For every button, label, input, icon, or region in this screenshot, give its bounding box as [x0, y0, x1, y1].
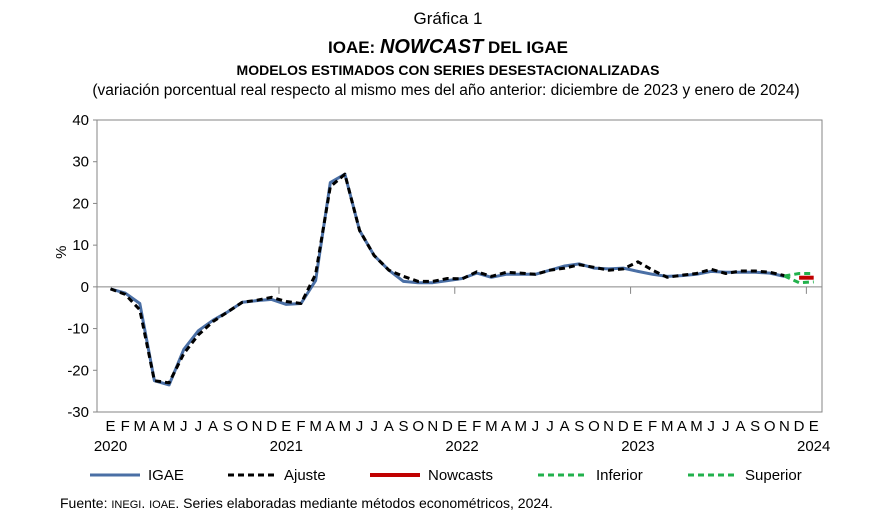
- x-tick-label: J: [532, 418, 540, 435]
- legend-label-igae: IGAE: [148, 467, 184, 484]
- x-tick-label: O: [588, 418, 600, 435]
- x-tick-label: N: [427, 418, 438, 435]
- x-tick-label: A: [384, 418, 394, 435]
- series-line-superior: [784, 272, 814, 278]
- x-tick-label: M: [485, 418, 498, 435]
- source-rest: . Series elaboradas mediante métodos eco…: [175, 495, 553, 511]
- x-tick-label: A: [208, 418, 218, 435]
- y-tick-label: 0: [81, 279, 89, 296]
- x-tick-label: D: [442, 418, 453, 435]
- x-tick-label: E: [809, 418, 819, 435]
- x-tick-label: J: [180, 418, 188, 435]
- legend-label-ajuste: Ajuste: [284, 467, 326, 484]
- x-tick-label: M: [661, 418, 674, 435]
- x-year-label: 2024: [797, 438, 830, 455]
- x-tick-label: M: [134, 418, 147, 435]
- x-tick-label: J: [356, 418, 364, 435]
- x-year-label: 2022: [445, 438, 478, 455]
- x-tick-label: A: [149, 418, 159, 435]
- x-tick-label: M: [163, 418, 176, 435]
- y-tick-label: -30: [67, 404, 89, 421]
- y-tick-label: -20: [67, 362, 89, 379]
- x-tick-label: J: [722, 418, 730, 435]
- x-tick-label: D: [266, 418, 277, 435]
- x-tick-label: A: [677, 418, 687, 435]
- title-nowcast: NOWCAST: [379, 36, 484, 58]
- source-prefix: Fuente:: [60, 495, 112, 511]
- x-tick-label: J: [370, 418, 378, 435]
- x-tick-label: D: [794, 418, 805, 435]
- x-tick-label: A: [560, 418, 570, 435]
- x-year-label: 2020: [94, 438, 127, 455]
- chart-title: IOAE: NOWCAST DEL IGAE: [0, 36, 896, 59]
- x-tick-label: S: [398, 418, 408, 435]
- source-note: Fuente: INEGI. IOAE. Series elaboradas m…: [60, 495, 553, 511]
- x-tick-label: F: [296, 418, 305, 435]
- source-sep: .: [141, 495, 150, 511]
- x-tick-label: S: [223, 418, 233, 435]
- chart-number: Gráfica 1: [413, 9, 483, 28]
- x-tick-label: A: [325, 418, 335, 435]
- x-tick-label: J: [546, 418, 554, 435]
- x-tick-label: E: [457, 418, 467, 435]
- x-tick-label: M: [339, 418, 352, 435]
- x-tick-label: E: [281, 418, 291, 435]
- title-suffix: DEL IGAE: [483, 38, 568, 57]
- x-year-label: 2021: [270, 438, 303, 455]
- x-tick-label: M: [514, 418, 527, 435]
- x-tick-label: E: [105, 418, 115, 435]
- y-tick-label: 10: [72, 237, 89, 254]
- source-inegi: INEGI: [111, 499, 142, 511]
- legend-label-superior: Superior: [745, 467, 802, 484]
- x-tick-label: F: [472, 418, 481, 435]
- y-tick-label: 40: [72, 112, 89, 129]
- x-tick-label: F: [648, 418, 657, 435]
- y-tick-label: -10: [67, 321, 89, 338]
- x-tick-label: N: [779, 418, 790, 435]
- x-tick-label: S: [750, 418, 760, 435]
- x-tick-label: A: [735, 418, 745, 435]
- x-year-label: 2023: [621, 438, 654, 455]
- x-tick-label: A: [501, 418, 511, 435]
- x-tick-label: D: [618, 418, 629, 435]
- legend-label-inferior: Inferior: [596, 467, 643, 484]
- legend-label-nowcasts: Nowcasts: [428, 467, 493, 484]
- plot-area-border: [96, 119, 823, 413]
- x-tick-label: N: [252, 418, 263, 435]
- series-line-ajuste: [109, 172, 785, 385]
- x-tick-label: J: [707, 418, 715, 435]
- source-ioae: IOAE: [149, 499, 176, 511]
- x-tick-label: O: [237, 418, 249, 435]
- x-tick-label: O: [764, 418, 776, 435]
- x-tick-label: M: [690, 418, 703, 435]
- x-tick-label: J: [195, 418, 203, 435]
- chart-description: (variación porcentual real respecto al m…: [92, 82, 800, 99]
- y-axis-label: %: [53, 245, 70, 258]
- series-line-inferior: [783, 274, 814, 285]
- title-prefix: IOAE:: [328, 38, 380, 57]
- x-tick-label: S: [574, 418, 584, 435]
- chart-subtitle: MODELOS ESTIMADOS CON SERIES DESESTACION…: [236, 62, 660, 78]
- x-tick-label: F: [121, 418, 130, 435]
- x-tick-label: O: [412, 418, 424, 435]
- x-tick-label: M: [309, 418, 322, 435]
- x-tick-label: N: [603, 418, 614, 435]
- y-tick-label: 30: [72, 154, 89, 171]
- x-tick-label: E: [633, 418, 643, 435]
- y-tick-label: 20: [72, 195, 89, 212]
